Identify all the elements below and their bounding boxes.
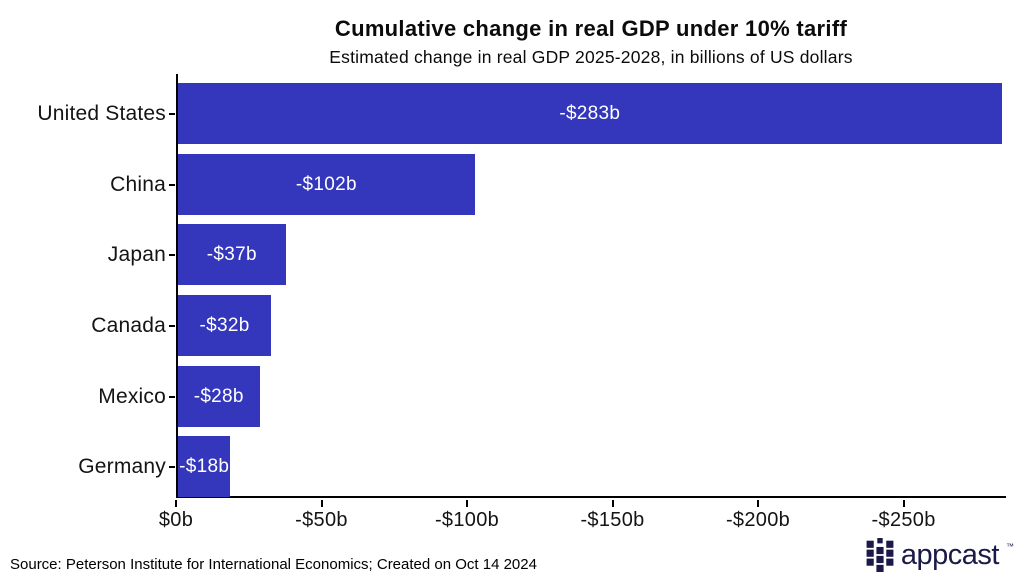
bar-value-label: -$32b: [199, 314, 250, 336]
x-axis-tick-label: $0b: [158, 509, 194, 531]
category-label: Mexico: [98, 384, 166, 408]
x-axis-tick-label: -$50b: [295, 509, 348, 531]
bar-value-label: -$18b: [179, 455, 230, 477]
bar-value-label: -$102b: [295, 173, 357, 195]
appcast-logo-text: appcast: [900, 538, 1000, 571]
y-axis-tick: [169, 183, 175, 186]
chart-header: Cumulative change in real GDP under 10% …: [176, 16, 1006, 68]
trademark-symbol: ™: [1006, 542, 1014, 551]
source-text: Source: Peterson Institute for Internati…: [10, 556, 537, 573]
bar-value-label: -$283b: [559, 102, 621, 124]
x-axis-tick: [611, 500, 614, 507]
bar-mexico: -$28b: [178, 366, 260, 427]
bar-value-label: -$28b: [193, 385, 244, 407]
appcast-logo-icon: [866, 538, 894, 572]
x-axis-tick: [320, 500, 323, 507]
x-axis-tick: [175, 500, 177, 507]
x-axis-tick-label: -$100b: [434, 509, 500, 531]
category-label: United States: [37, 101, 166, 125]
y-axis-tick: [169, 395, 175, 398]
bar-united-states: -$283b: [178, 83, 1002, 144]
x-axis-tick: [902, 500, 905, 507]
x-axis-tick: [757, 500, 759, 507]
appcast-logo: appcast ™: [866, 538, 1014, 572]
y-axis-tick: [169, 253, 175, 256]
bar-japan: -$37b: [178, 224, 286, 285]
x-axis-tick-label: -$250b: [871, 509, 936, 531]
x-axis-tick-label: -$200b: [725, 509, 791, 531]
bar-china: -$102b: [178, 154, 475, 215]
x-axis-tick: [466, 500, 468, 507]
bar-value-label: -$37b: [206, 243, 257, 265]
x-axis: $0b -$50b -$100b -$150b -$200b -$250b: [159, 500, 1006, 534]
x-axis-tick-label: -$150b: [580, 509, 645, 531]
bar-canada: -$32b: [178, 295, 272, 356]
category-label: Japan: [107, 242, 166, 266]
y-axis-tick: [169, 465, 175, 468]
chart-subtitle: Estimated change in real GDP 2025-2028, …: [329, 47, 853, 67]
category-label: Germany: [78, 454, 166, 478]
y-axis-labels: United States China Japan Canada Mexico Germa…: [0, 74, 176, 498]
y-axis-tick: [169, 112, 175, 115]
category-label: China: [110, 172, 166, 196]
chart-title: Cumulative change in real GDP under 10% …: [334, 16, 848, 41]
bar-germany: -$18b: [178, 436, 231, 497]
plot-area: -$283b -$102b -$37b -$32b -$28b -$18b: [176, 74, 1006, 498]
category-label: Canada: [91, 313, 166, 337]
y-axis-tick: [169, 324, 175, 327]
